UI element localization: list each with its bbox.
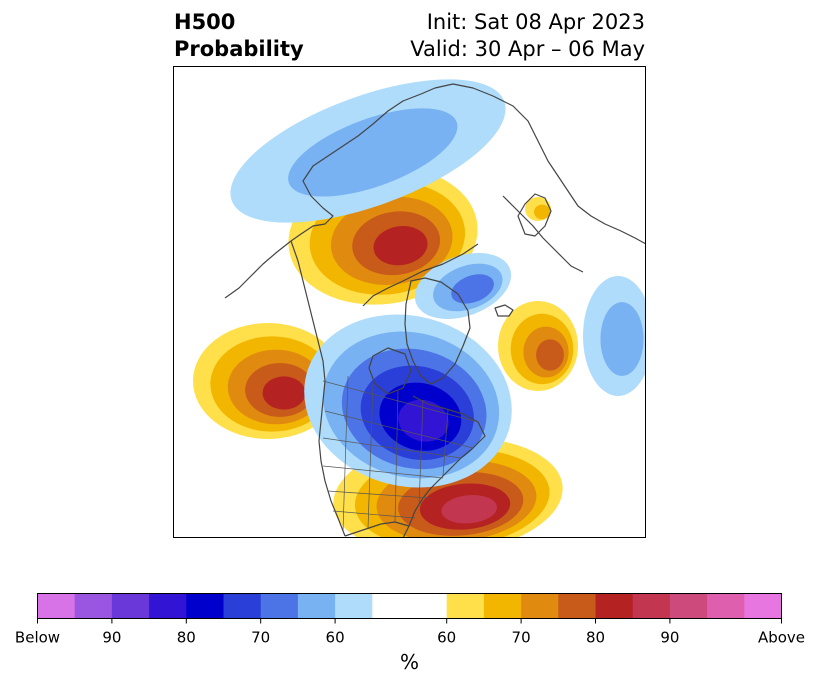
colorbar-tick-label: 80 [586,629,605,646]
colorbar-cell [744,593,782,619]
colorbar-tick-label: 60 [437,629,456,646]
anomaly-contour [441,494,498,524]
colorbar-tick-label: 60 [326,629,345,646]
colorbar-tick-label: 70 [512,629,531,646]
anomaly-region [525,197,551,221]
coastlines [224,83,646,538]
colorbar-tick-label: Below [15,629,60,646]
colorbar-cell [297,593,336,619]
anomaly-contour [373,226,428,266]
colorbar-cell [558,593,596,619]
colorbar-cell [632,593,671,619]
anomaly-region [193,323,343,439]
colorbar-cell [111,593,150,619]
anomaly-contour [534,204,550,220]
anomaly-contour [600,302,644,376]
colorbar: Below 90 80 70 60 60 70 80 90 Above [15,593,805,646]
title-valid-range: Valid: 30 Apr – 06 May [410,37,645,61]
anomaly-contour [398,399,449,442]
title-init-date: Init: Sat 08 Apr 2023 [426,10,645,34]
anomaly-region [583,276,646,396]
colorbar-cell [335,593,373,619]
colorbar-cell [372,593,410,619]
colorbar-cell [669,593,708,619]
colorbar-cell [707,593,745,619]
colorbar-tick-label: 80 [177,629,196,646]
colorbar-tick-label: 90 [660,629,679,646]
colorbar-cell [37,593,76,619]
anomaly-region [498,301,578,391]
anomaly-region [230,79,506,223]
colorbar-cell [260,593,299,619]
probability-map [173,66,646,538]
colorbar-label: % [399,650,419,674]
colorbar-tick-label: Above [758,629,805,646]
anomaly-layer [193,79,646,538]
title-product: Probability [174,37,304,61]
anomaly-contour [536,339,564,371]
chart-title-left: H500 Probability [174,9,304,63]
colorbar-cell [595,593,634,619]
colorbar-cell [186,593,224,619]
colorbar-tick-label: 70 [251,629,270,646]
colorbar-cell [149,593,187,619]
anomaly-region [414,253,512,319]
colorbar-cell [483,593,522,619]
colorbar-cell [409,593,448,619]
anomaly-contour [262,376,306,410]
colorbar-tick-label: 90 [102,629,121,646]
colorbar-ticks: Below 90 80 70 60 60 70 80 90 Above [15,618,805,646]
chart-title-right: Init: Sat 08 Apr 2023 Valid: 30 Apr – 06… [410,9,645,63]
anomaly-region [304,314,512,488]
title-variable: H500 [174,10,236,34]
colorbar-cell [74,593,113,619]
anomaly-contour [451,274,494,304]
anomaly-contour [288,108,458,197]
state-borders [322,375,479,532]
colorbar-cells [37,593,782,619]
colorbar-cell [446,593,485,619]
colorbar-cell [521,593,559,619]
colorbar-cell [223,593,262,619]
